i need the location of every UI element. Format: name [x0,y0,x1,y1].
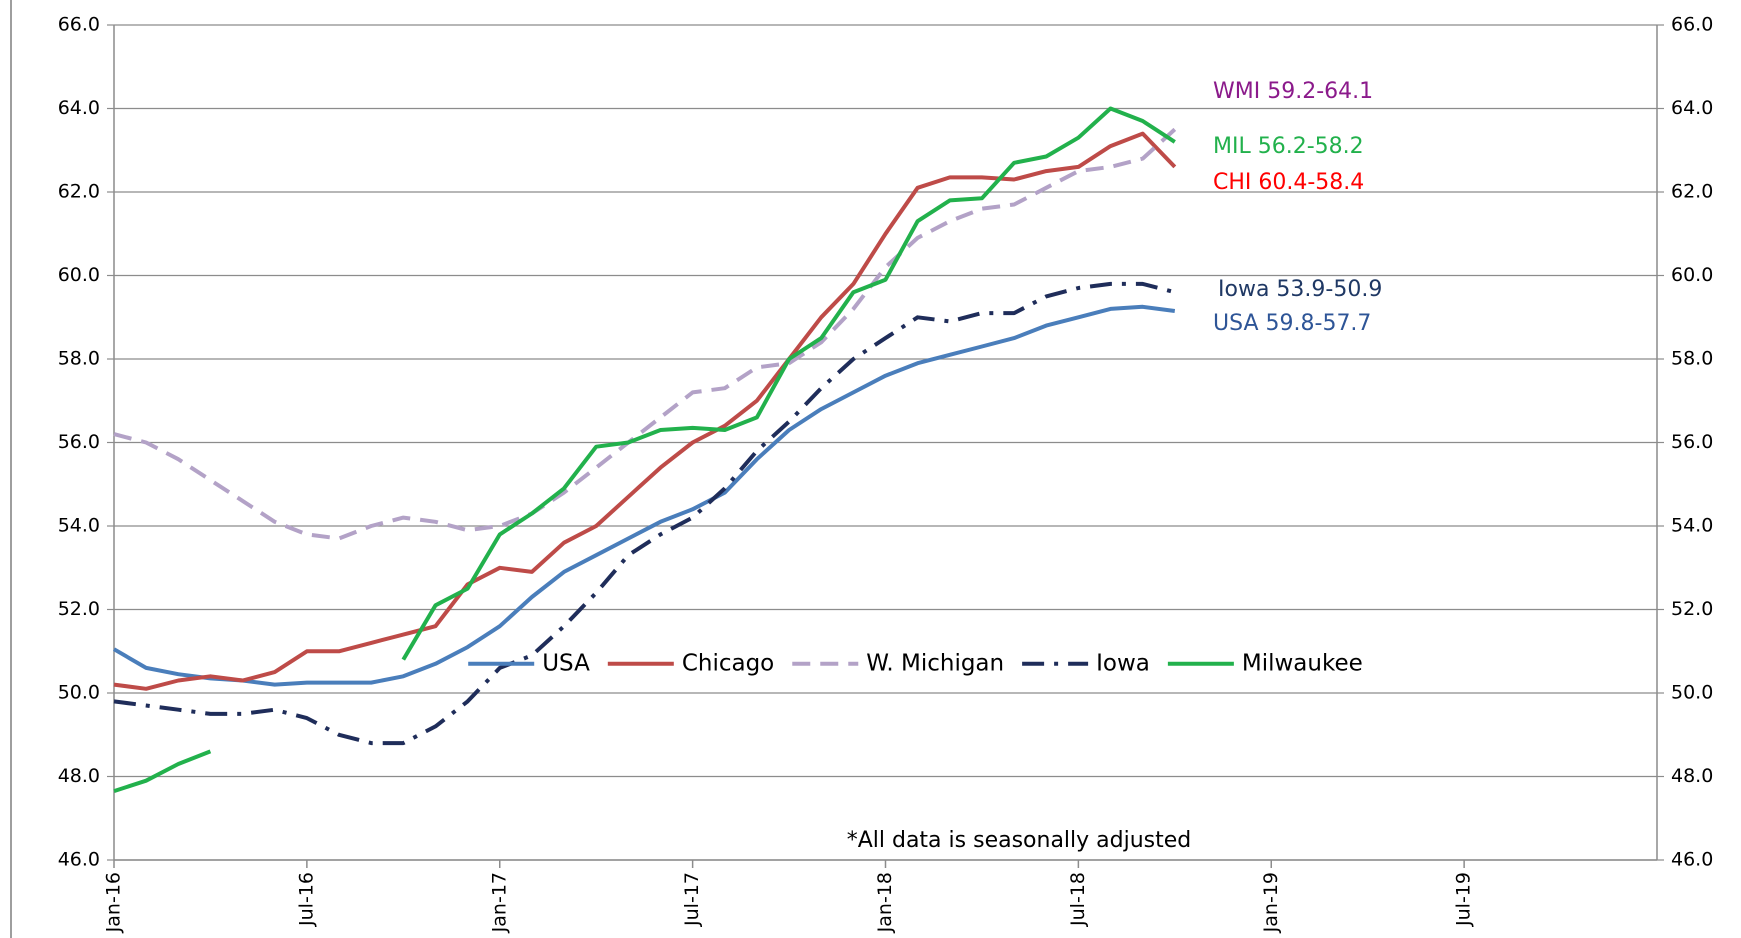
legend-label: Milwaukee [1242,650,1363,676]
x-tick-label: Jul-16 [295,872,317,927]
annotation: Iowa 53.9-50.9 [1218,277,1382,302]
y-tick-label: 60.0 [58,264,100,286]
legend-label: W. Michigan [866,650,1004,676]
y-tick-label: 64.0 [58,97,100,119]
y-tick-label: 58.0 [58,348,100,370]
y-tick-label: 66.0 [58,14,100,36]
y2-tick-label: 66.0 [1671,14,1713,36]
series-line [113,281,1176,746]
y2-tick-label: 62.0 [1671,181,1713,203]
y2-tick-label: 52.0 [1671,598,1713,620]
series-line [112,304,1176,687]
legend-label: USA [542,650,590,676]
x-tick-label: Jan-16 [103,872,125,933]
x-tick-label: Jul-18 [1067,872,1089,927]
y-tick-label: 62.0 [58,181,100,203]
y2-tick-label: 50.0 [1671,682,1713,704]
x-tick-label: Jul-19 [1453,872,1475,927]
y2-tick-label: 56.0 [1671,431,1713,453]
annotation: USA 59.8-57.7 [1213,311,1371,336]
series-line [113,106,1176,794]
annotation: MIL 56.2-58.2 [1213,134,1364,159]
series-line [113,127,1177,541]
y-tick-label: 48.0 [58,765,100,787]
y-tick-label: 56.0 [58,431,100,453]
y2-tick-label: 48.0 [1671,765,1713,787]
y-tick-label: 54.0 [58,515,100,537]
x-tick-label: Jan-17 [488,872,510,933]
note: *All data is seasonally adjusted [847,828,1192,853]
y2-tick-label: 58.0 [1671,348,1713,370]
y2-tick-label: 64.0 [1671,97,1713,119]
legend-label: Chicago [682,650,774,676]
legend-label: Iowa [1096,650,1150,676]
annotation: CHI 60.4-58.4 [1213,170,1364,195]
y-tick-label: 46.0 [58,849,100,871]
legend: USA Chicago W. Michigan Iowa Milwaukee [468,650,1363,676]
y2-tick-label: 46.0 [1671,849,1713,871]
annotation: WMI 59.2-64.1 [1213,79,1373,104]
x-tick-label: Jan-19 [1260,872,1282,933]
y-tick-label: 50.0 [58,682,100,704]
x-tick-label: Jan-18 [874,872,896,933]
x-tick-label: Jul-17 [681,872,703,927]
y-tick-label: 52.0 [58,598,100,620]
y2-tick-label: 60.0 [1671,264,1713,286]
y2-tick-label: 54.0 [1671,515,1713,537]
